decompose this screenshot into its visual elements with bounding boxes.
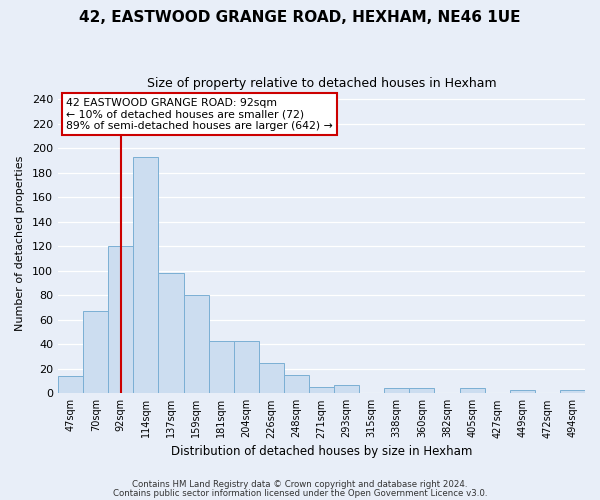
Text: Contains HM Land Registry data © Crown copyright and database right 2024.: Contains HM Land Registry data © Crown c… <box>132 480 468 489</box>
Bar <box>460 388 485 394</box>
X-axis label: Distribution of detached houses by size in Hexham: Distribution of detached houses by size … <box>171 444 472 458</box>
Bar <box>384 388 409 394</box>
Bar <box>133 157 158 394</box>
Bar <box>158 273 184 394</box>
Bar <box>58 376 83 394</box>
Y-axis label: Number of detached properties: Number of detached properties <box>15 156 25 331</box>
Bar <box>234 340 259 394</box>
Bar <box>409 388 434 394</box>
Bar <box>184 296 209 394</box>
Bar <box>560 390 585 394</box>
Bar <box>259 362 284 394</box>
Bar <box>309 387 334 394</box>
Title: Size of property relative to detached houses in Hexham: Size of property relative to detached ho… <box>147 78 496 90</box>
Bar <box>334 384 359 394</box>
Text: Contains public sector information licensed under the Open Government Licence v3: Contains public sector information licen… <box>113 488 487 498</box>
Text: 42 EASTWOOD GRANGE ROAD: 92sqm
← 10% of detached houses are smaller (72)
89% of : 42 EASTWOOD GRANGE ROAD: 92sqm ← 10% of … <box>66 98 333 131</box>
Bar <box>209 340 234 394</box>
Bar <box>284 375 309 394</box>
Bar <box>510 390 535 394</box>
Text: 42, EASTWOOD GRANGE ROAD, HEXHAM, NE46 1UE: 42, EASTWOOD GRANGE ROAD, HEXHAM, NE46 1… <box>79 10 521 25</box>
Bar <box>108 246 133 394</box>
Bar <box>83 311 108 394</box>
